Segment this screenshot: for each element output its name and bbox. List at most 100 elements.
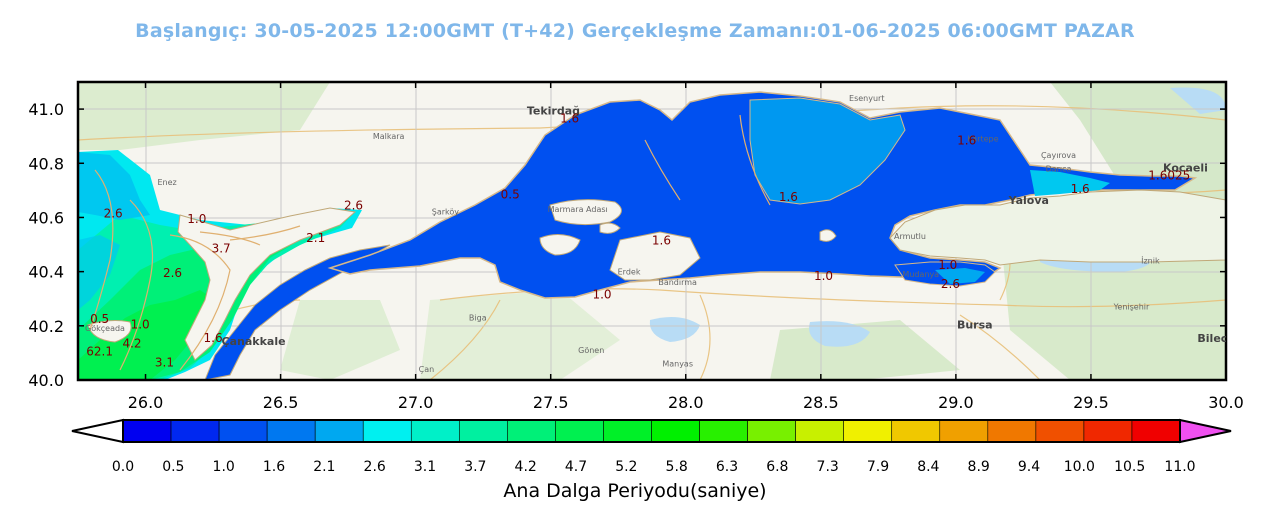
place-label: İznik xyxy=(1141,256,1160,266)
lon-tick-label: 27.0 xyxy=(398,393,434,412)
armutlu-peninsula xyxy=(889,189,1226,266)
colorbar-swatch xyxy=(1131,419,1181,443)
lon-tick-label: 26.5 xyxy=(263,393,299,412)
colorbar-tick-label: 4.7 xyxy=(565,459,587,475)
colorbar-tick-label: 8.9 xyxy=(968,459,990,475)
lon-tick-label: 28.0 xyxy=(668,393,704,412)
lat-tick-label: 40.4 xyxy=(28,263,64,282)
colorbar-frame xyxy=(122,419,1181,443)
colorbar: 0.0 0.5 1.0 1.6 2.1 2.6 3.1 3.7 4.2 4.7 5.2 5.8 6.3 6… xyxy=(71,418,1232,475)
aegean-wave-zone xyxy=(78,152,150,220)
colorbar-swatch xyxy=(555,419,604,443)
colorbar-tick-label: 3.1 xyxy=(414,459,436,475)
place-label: Çan xyxy=(419,365,435,374)
contour-label: 1.6 xyxy=(652,234,671,248)
lake xyxy=(1170,87,1226,114)
colorbar-tick-label: 2.1 xyxy=(313,459,335,475)
lon-tick-label: 29.0 xyxy=(938,393,974,412)
lon-tick-label: 27.5 xyxy=(533,393,569,412)
place-label: Erdek xyxy=(618,267,641,276)
place-label: Tekirdağ xyxy=(527,105,580,118)
island-small xyxy=(599,222,621,234)
colorbar-tick-label: 0.5 xyxy=(162,459,184,475)
contour-labels: 2.6 1.0 2.6 2.1 3.7 2.6 0.5 1.0 4.2 62.1 3.1 1.6 1.6… xyxy=(86,112,1190,370)
lat-tick-label: 41.0 xyxy=(28,100,64,119)
contour-label: 2.1 xyxy=(306,231,325,245)
kapidag-peninsula xyxy=(609,231,701,281)
place-label: Esenyurt xyxy=(849,94,884,103)
contour-label: 4.2 xyxy=(122,336,141,350)
colorbar-tick-label: 8.4 xyxy=(917,459,939,475)
colorbar-tick-label: 10.0 xyxy=(1064,459,1095,475)
place-label: Manyas xyxy=(662,359,693,368)
aegean-wave-zone xyxy=(78,290,215,380)
colorbar-tick-label: 9.4 xyxy=(1018,459,1040,475)
place-label: Çayırova xyxy=(1041,151,1076,160)
island-gokceada xyxy=(87,320,132,343)
place-label: Yenişehir xyxy=(1113,303,1150,312)
lat-tick-label: 40.0 xyxy=(28,371,64,390)
contour-label: 1.6 xyxy=(204,331,223,345)
place-label: Mudanya xyxy=(902,270,939,279)
colorbar-swatch xyxy=(218,419,268,443)
colorbar-tick-label: 3.7 xyxy=(464,459,486,475)
colorbar-swatch xyxy=(410,419,460,443)
contour-lines xyxy=(89,114,771,371)
place-label: Yalova xyxy=(1008,194,1049,207)
colorbar-swatch xyxy=(1035,419,1085,443)
island-pasalimani xyxy=(539,234,581,256)
contour-label: 1.6 xyxy=(560,112,579,126)
contour-label: 1.0 xyxy=(131,318,150,332)
colorbar-tick-label: 11.0 xyxy=(1164,459,1195,475)
lake xyxy=(649,316,700,342)
colorbar-tick-label: 1.6 xyxy=(263,459,285,475)
colorbar-tick-label: 4.2 xyxy=(515,459,537,475)
place-label: Çanakkale xyxy=(222,335,286,348)
aegean-wave-zone xyxy=(78,235,120,310)
place-label: Kocaeli xyxy=(1163,161,1208,174)
colorbar-swatch xyxy=(362,419,412,443)
colorbar-swatch xyxy=(459,419,508,443)
colorbar-swatch xyxy=(122,419,172,443)
contour-label: 0.5 xyxy=(501,187,520,201)
colorbar-tick-label: 1.0 xyxy=(213,459,235,475)
island-marmara xyxy=(549,199,622,226)
colorbar-swatch xyxy=(699,419,748,443)
colorbar-tick-label: 5.8 xyxy=(666,459,688,475)
place-label: Enez xyxy=(158,178,177,187)
colorbar-swatch xyxy=(891,419,941,443)
colorbar-over-triangle xyxy=(1179,418,1232,444)
place-label: Şarköy xyxy=(432,208,460,217)
place-label: Bandırma xyxy=(658,278,697,287)
colorbar-swatch xyxy=(939,419,989,443)
place-label: Malkara xyxy=(373,132,405,141)
colorbar-swatch xyxy=(747,419,796,443)
place-label: Gönen xyxy=(578,346,604,355)
contour-label: 0.5 xyxy=(90,312,109,326)
contour-label: 62.1 xyxy=(86,345,113,359)
terrain-patch xyxy=(420,290,620,380)
map-title: Başlangıç: 30-05-2025 12:00GMT (T+42) Ge… xyxy=(135,20,1135,42)
contour-label: 1.0 xyxy=(187,212,206,226)
place-label: Kartepe xyxy=(967,135,998,144)
contour-label: 1.0 xyxy=(938,258,957,272)
place-label: Gökçeada xyxy=(85,324,125,333)
contour-label: 2.6 xyxy=(104,206,123,220)
colorbar-tick-label: 6.8 xyxy=(766,459,788,475)
lon-tick-label: 30.0 xyxy=(1208,393,1244,412)
place-label: Biga xyxy=(469,313,487,322)
lon-tick-label: 28.5 xyxy=(803,393,839,412)
colorbar-swatch xyxy=(266,419,316,443)
contour-label: 1.0 xyxy=(592,288,611,302)
gemlik-wave-zone xyxy=(935,268,985,284)
colorbar-swatch xyxy=(507,419,556,443)
place-label: Darıca xyxy=(1046,164,1072,173)
colorbar-tick-label: 7.3 xyxy=(817,459,839,475)
contour-label: 1.6 xyxy=(957,133,976,147)
contour-label: 1.6 xyxy=(1071,182,1090,196)
axes: 26.0 26.5 27.0 27.5 28.0 28.5 29.0 29.5 30.0 40.0… xyxy=(28,82,1244,412)
gallipoli-peninsula xyxy=(177,207,357,361)
place-label: Bursa xyxy=(957,319,993,332)
colorbar-tick-label: 6.3 xyxy=(716,459,738,475)
